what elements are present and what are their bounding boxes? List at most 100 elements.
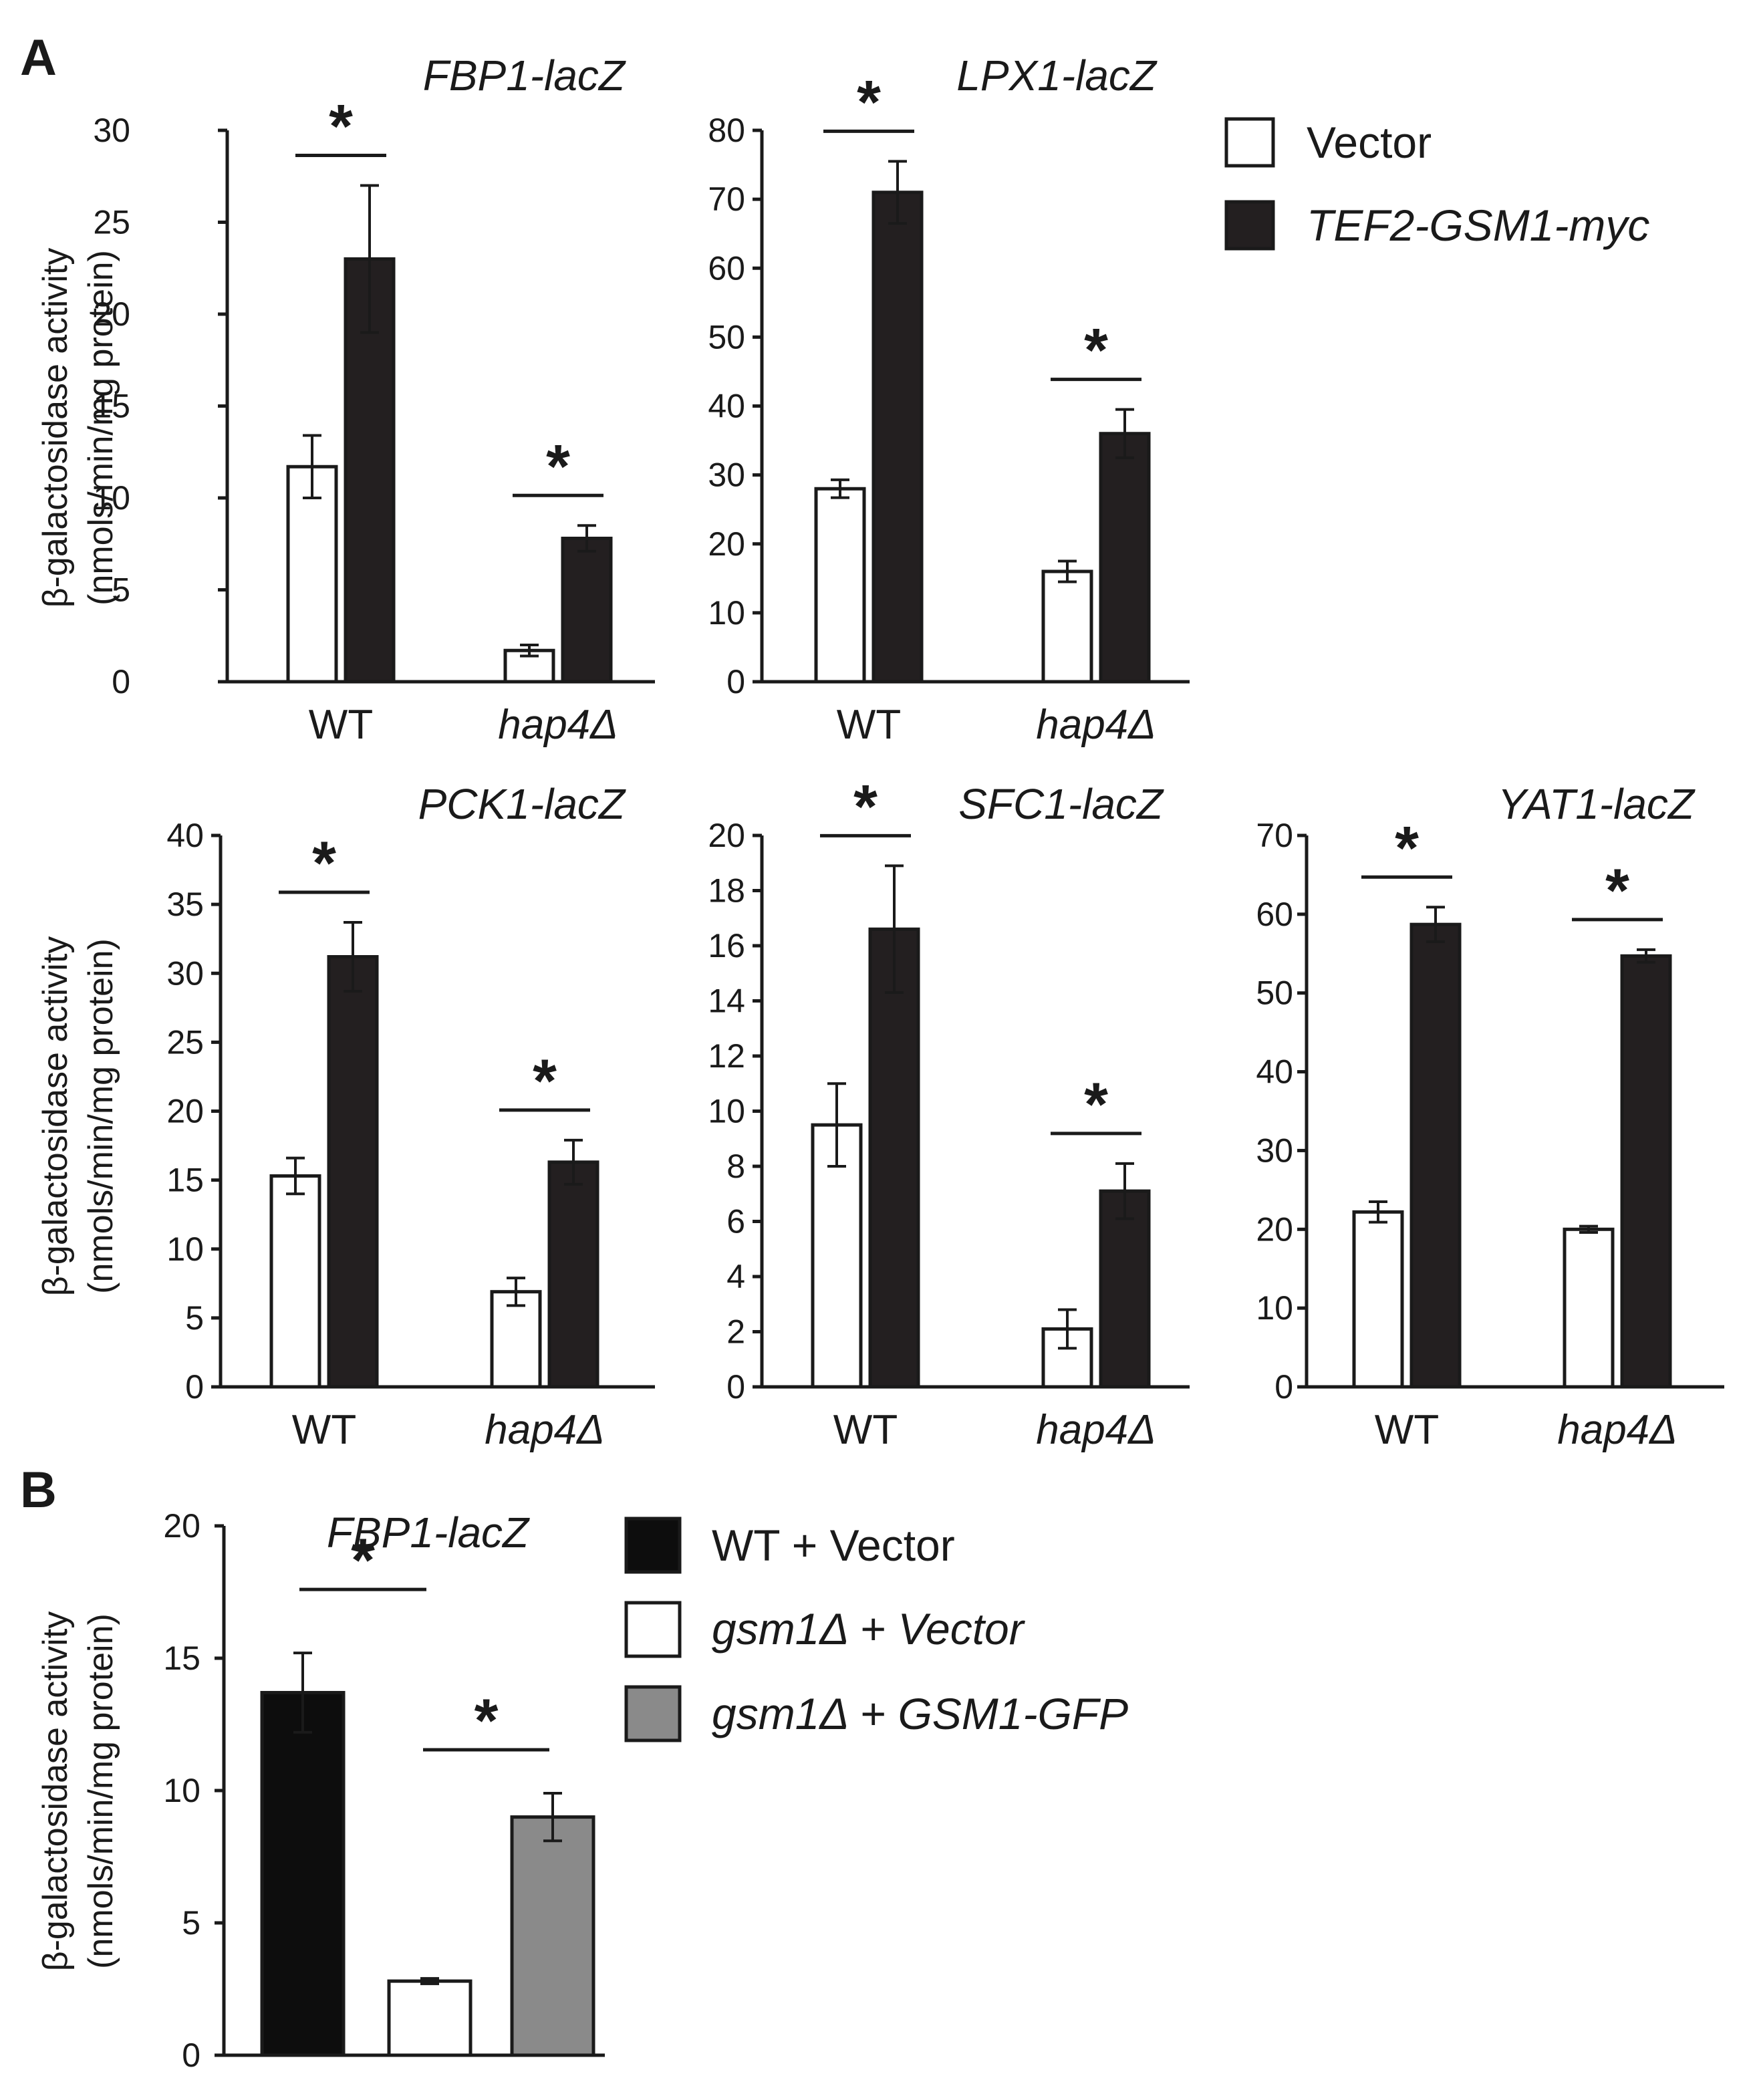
chart-4: YAT1-lacZ 0 10 20 30 40 50 60 70 WT * hap4Δ * — [1256, 780, 1724, 1453]
y-tick-label: 2 — [726, 1313, 745, 1351]
bar — [269, 1174, 321, 1389]
legend-swatch-gsm1-vector — [624, 1601, 682, 1658]
significance-star: * — [351, 1527, 375, 1595]
y-tick-label: 0 — [1274, 1368, 1293, 1406]
bar — [1620, 954, 1672, 1389]
y-tick-label: 0 — [182, 2037, 200, 2074]
legend-a: Vector TEF2-GSM1-myc — [1224, 117, 1649, 251]
y-axis-label: β-galactosidase activity — [36, 936, 75, 1297]
x-category-label: hap4Δ — [498, 702, 618, 748]
bar — [561, 537, 613, 684]
legend-b: WT + Vector gsm1Δ + Vector gsm1Δ + GSM1-… — [624, 1517, 1128, 1742]
y-tick-label: 16 — [708, 927, 745, 964]
legend-label-wt-vector: WT + Vector — [712, 1521, 955, 1570]
significance-star: * — [1395, 814, 1419, 882]
significance-star: * — [1084, 1071, 1108, 1139]
bar — [871, 190, 924, 684]
y-tick-label: 5 — [112, 571, 130, 609]
y-tick-label: 10 — [708, 594, 745, 632]
y-tick-label: 10 — [93, 479, 130, 517]
y-tick-label: 60 — [708, 249, 745, 287]
y-tick-label: 15 — [166, 1162, 204, 1199]
y-tick-label: 30 — [708, 456, 745, 494]
significance-star: * — [1605, 857, 1629, 925]
y-tick-label: 8 — [726, 1148, 745, 1185]
chart-title: SFC1-lacZ — [958, 780, 1164, 828]
y-tick-label: 40 — [1256, 1053, 1293, 1091]
legend-label-gsm1-vector: gsm1Δ + Vector — [712, 1604, 1026, 1654]
bar — [1099, 432, 1151, 684]
x-category-label: WT — [309, 702, 373, 748]
y-tick-label: 20 — [93, 295, 130, 333]
x-category-label: hap4Δ — [1557, 1407, 1677, 1453]
significance-star: * — [1084, 317, 1108, 385]
y-axis-label: (nmols/min/mg protein) — [82, 938, 120, 1294]
y-tick-label: 15 — [93, 388, 130, 425]
y-tick-label: 10 — [163, 1772, 200, 1809]
y-tick-label: 0 — [726, 663, 745, 700]
y-tick-label: 70 — [1256, 817, 1293, 854]
significance-star: * — [546, 432, 570, 501]
bar — [510, 1815, 595, 2057]
y-tick-label: 80 — [708, 112, 745, 149]
y-tick-label: 70 — [708, 180, 745, 218]
chart-0: FBP1-lacZ 0 5 10 15 20 25 30 β-galactosidase act… — [36, 51, 655, 748]
chart-title: YAT1-lacZ — [1498, 780, 1696, 828]
y-tick-label: 25 — [93, 204, 130, 241]
y-tick-label: 18 — [708, 872, 745, 910]
chart-title: PCK1-lacZ — [418, 780, 626, 828]
y-tick-label: 30 — [1256, 1132, 1293, 1169]
chart-title: LPX1-lacZ — [956, 51, 1158, 100]
y-tick-label: 25 — [166, 1023, 204, 1061]
legend-label-tef2: TEF2-GSM1-myc — [1307, 201, 1649, 250]
bar — [327, 955, 379, 1389]
x-category-label: WT — [1375, 1407, 1439, 1453]
bar — [814, 487, 866, 684]
x-category-label: hap4Δ — [485, 1407, 605, 1453]
y-tick-label: 20 — [708, 525, 745, 563]
bar — [547, 1160, 599, 1389]
legend-label-gsm1-gfp: gsm1Δ + GSM1-GFP — [712, 1689, 1128, 1738]
y-tick-label: 10 — [708, 1093, 745, 1130]
legend-swatch-wt-vector — [624, 1517, 682, 1574]
y-tick-label: 0 — [185, 1368, 204, 1406]
y-tick-label: 12 — [708, 1037, 745, 1075]
chart-1: LPX1-lacZ 0 10 20 30 40 50 60 70 80 WT * hap4Δ * — [708, 51, 1190, 748]
y-tick-label: 4 — [726, 1258, 745, 1295]
bar — [868, 927, 920, 1389]
y-tick-label: 6 — [726, 1203, 745, 1240]
chart-3: SFC1-lacZ 0 2 4 6 8 10 12 14 16 18 20 WT * hap4Δ * — [708, 773, 1190, 1453]
y-axis-label: (nmols/min/mg protein) — [82, 1613, 120, 1969]
significance-star: * — [329, 93, 353, 161]
y-tick-label: 20 — [708, 817, 745, 854]
x-category-label: WT — [833, 1407, 898, 1453]
significance-star: * — [312, 829, 336, 898]
y-tick-label: 10 — [1256, 1289, 1293, 1327]
chart-5: FBP1-lacZ 0 5 10 15 20 β-galactosidase activit… — [36, 1507, 605, 2074]
y-axis-label: (nmols/min/mg protein) — [82, 250, 120, 606]
y-tick-label: 0 — [112, 663, 130, 700]
legend-swatch-vector — [1224, 117, 1275, 168]
y-tick-label: 5 — [185, 1299, 204, 1337]
bar — [1563, 1227, 1615, 1389]
significance-star: * — [857, 68, 881, 136]
panel-label-a: A — [20, 29, 57, 86]
significance-star: * — [475, 1687, 499, 1755]
chart-title: FBP1-lacZ — [423, 51, 626, 100]
y-tick-label: 10 — [166, 1230, 204, 1268]
chart-2: PCK1-lacZ 0 5 10 15 20 25 30 35 40 β-galactosidase… — [36, 780, 655, 1453]
x-category-label: WT — [837, 702, 901, 748]
bar — [387, 1979, 473, 2057]
y-tick-label: 40 — [708, 388, 745, 425]
y-tick-label: 20 — [166, 1093, 204, 1130]
y-tick-label: 50 — [1256, 974, 1293, 1012]
y-tick-label: 15 — [163, 1639, 200, 1677]
y-tick-label: 0 — [726, 1368, 745, 1406]
legend-swatch-gsm1-gfp — [624, 1685, 682, 1742]
x-category-label: hap4Δ — [1036, 702, 1156, 748]
y-tick-label: 5 — [182, 1904, 200, 1942]
significance-star: * — [533, 1047, 557, 1115]
y-tick-label: 14 — [708, 982, 745, 1020]
